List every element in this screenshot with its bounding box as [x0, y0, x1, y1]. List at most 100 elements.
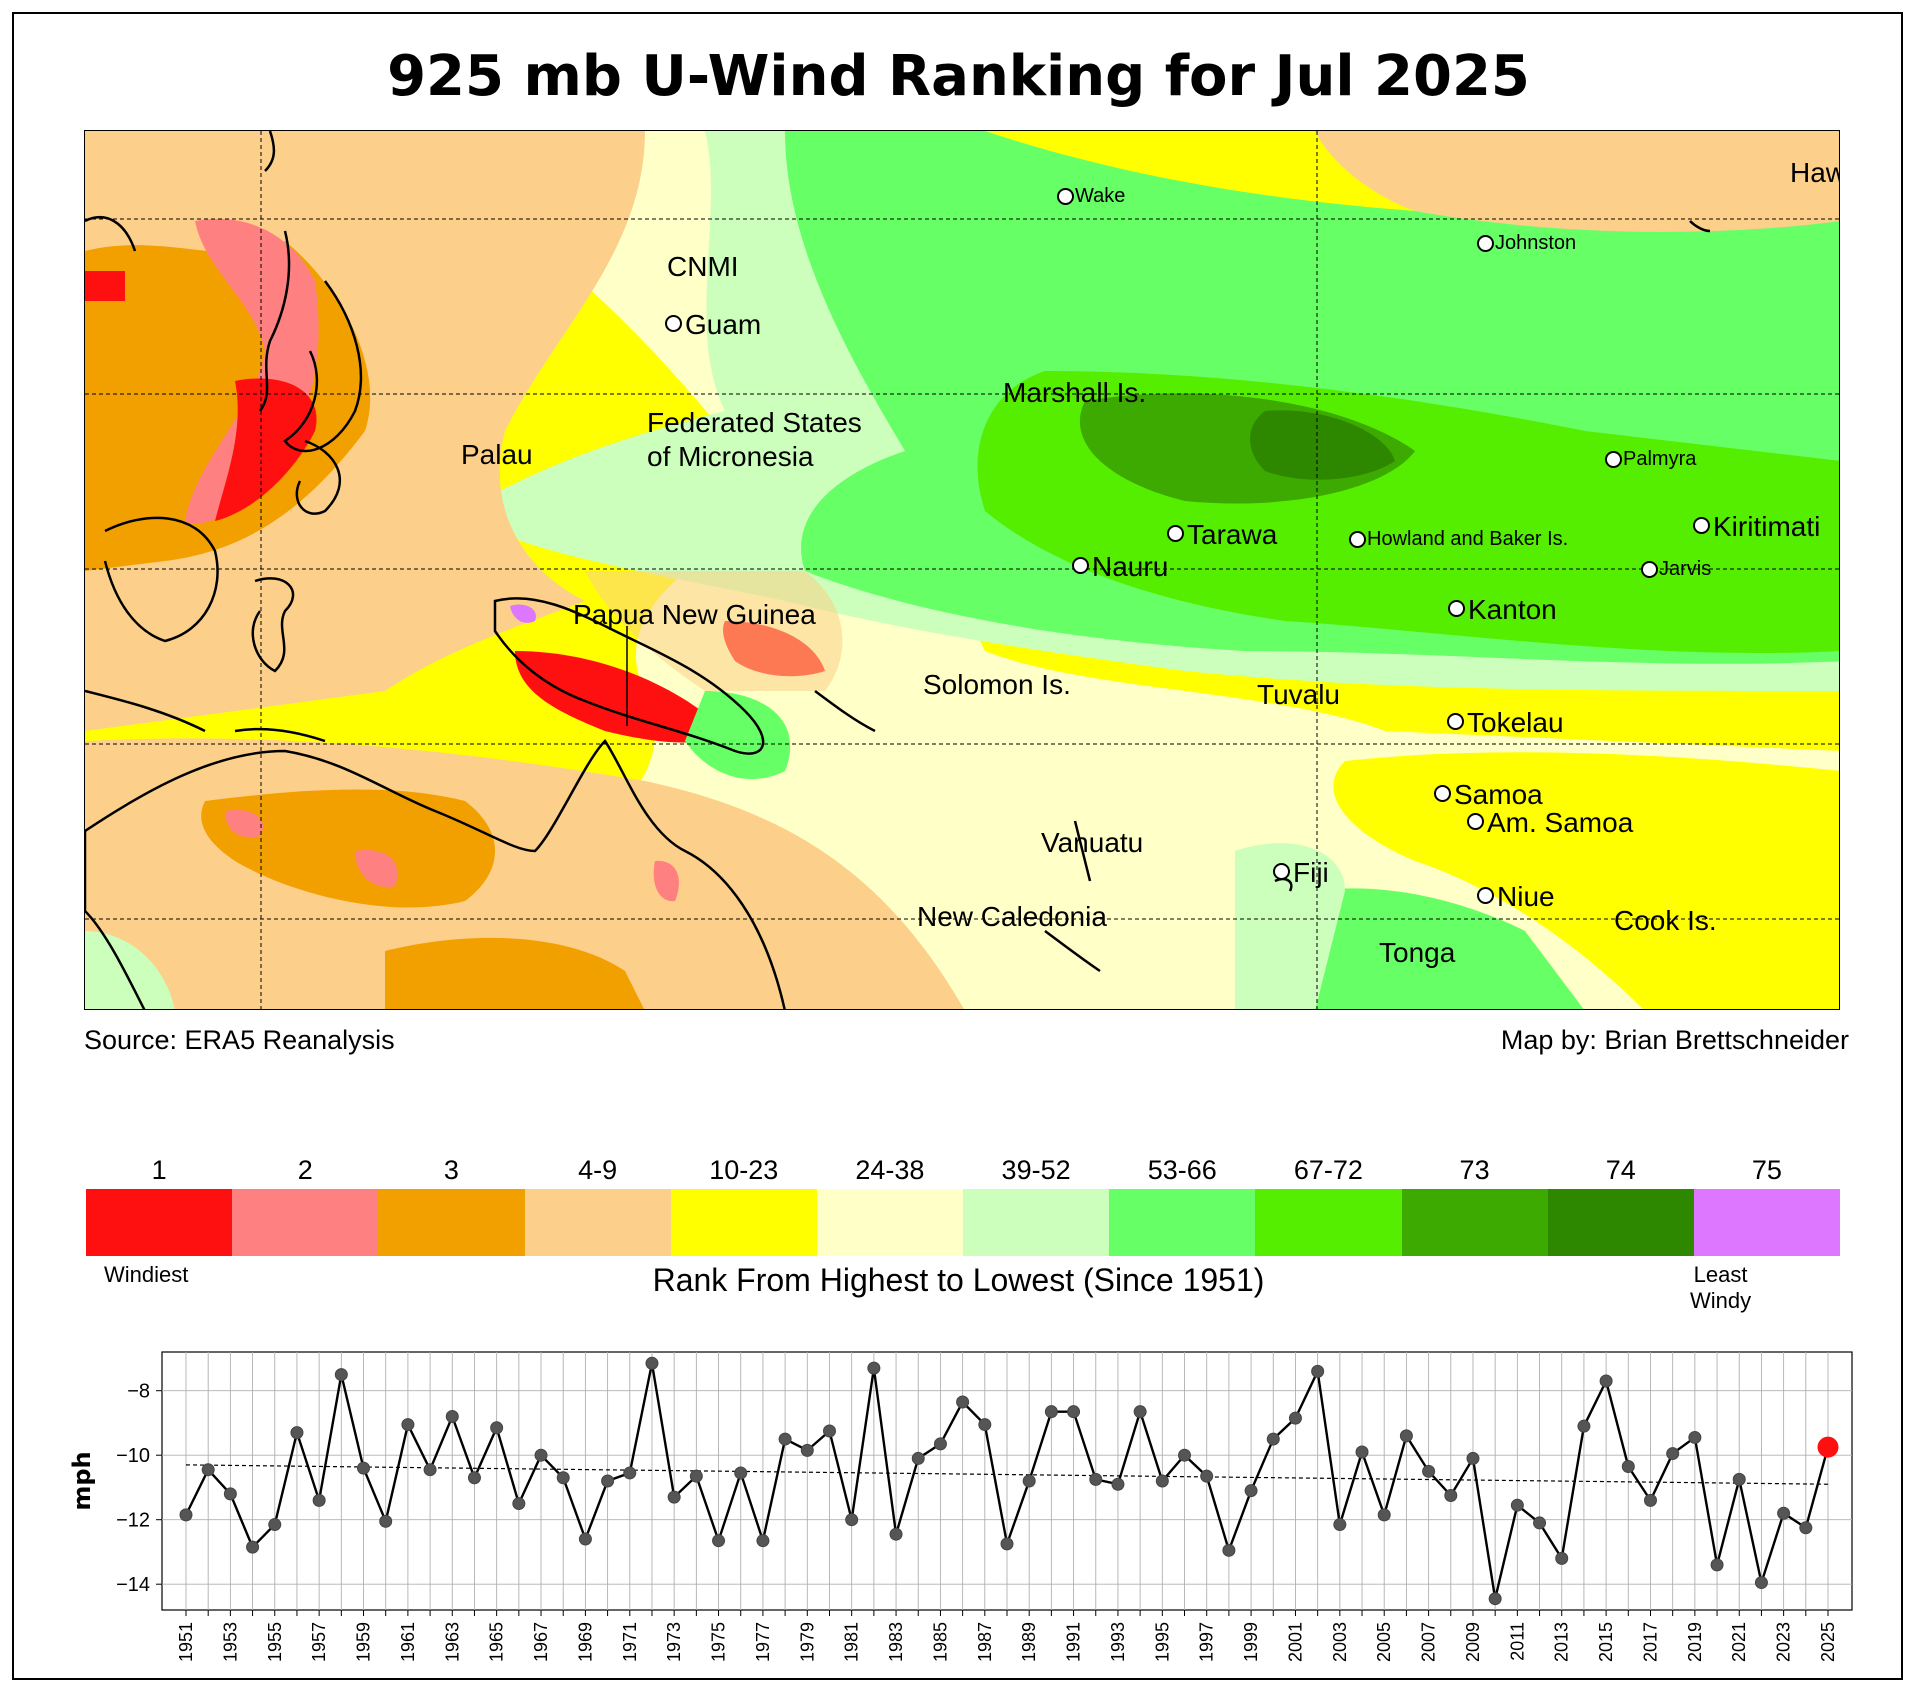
data-point — [689, 1469, 703, 1483]
data-point — [1200, 1469, 1214, 1483]
place-marker — [1167, 525, 1184, 542]
x-tick-label: 2023 — [1774, 1622, 1794, 1662]
place-marker — [1693, 517, 1710, 534]
legend-swatch — [232, 1189, 379, 1256]
data-point — [1222, 1543, 1236, 1557]
place-label: Tokelau — [1467, 707, 1564, 738]
place-label: Cook Is. — [1614, 905, 1717, 936]
place-marker — [1072, 557, 1089, 574]
region-rank-74 — [1250, 410, 1395, 480]
x-tick-label: 1995 — [1152, 1622, 1172, 1662]
data-point — [290, 1426, 304, 1440]
data-point — [1599, 1374, 1613, 1388]
data-point — [512, 1497, 526, 1511]
coast-taiwan — [264, 131, 276, 172]
data-point — [268, 1518, 282, 1532]
x-tick-label: 1951 — [176, 1622, 196, 1662]
data-point — [1311, 1364, 1325, 1378]
data-point — [1466, 1451, 1480, 1465]
x-tick-label: 1979 — [797, 1622, 817, 1662]
coast-philippines — [283, 280, 363, 453]
y-tick-label: −12 — [116, 1510, 150, 1532]
figure-frame — [12, 12, 1903, 1680]
data-point — [645, 1356, 659, 1370]
data-point — [467, 1471, 481, 1485]
legend-tick-label: 67-72 — [1293, 1155, 1363, 1185]
place-label: Niue — [1497, 881, 1555, 912]
place-label: Papua New Guinea — [573, 599, 816, 630]
data-point — [933, 1437, 947, 1451]
source-label: Source: ERA5 Reanalysis — [84, 1025, 395, 1055]
place-label: of Micronesia — [647, 441, 814, 472]
legend-tick-label: 24-38 — [855, 1155, 925, 1185]
data-point — [357, 1461, 371, 1475]
place-label: Am. Samoa — [1487, 807, 1634, 838]
legend-swatch — [670, 1189, 817, 1256]
data-point — [1333, 1518, 1347, 1532]
coastlines — [85, 131, 1711, 1009]
data-point — [734, 1466, 748, 1480]
data-point — [601, 1474, 615, 1488]
data-point — [401, 1418, 415, 1432]
coast-fiji — [1274, 877, 1293, 892]
region-rank-3-south — [385, 937, 644, 1009]
legend-colorbar — [86, 1189, 1841, 1256]
data-point — [1266, 1432, 1280, 1446]
rank-field — [85, 131, 1839, 1009]
data-point — [1444, 1489, 1458, 1503]
data-point — [1288, 1411, 1302, 1425]
data-point — [1422, 1464, 1436, 1478]
highlight-point — [1817, 1436, 1839, 1458]
data-point — [1510, 1498, 1524, 1512]
legend-swatch — [524, 1189, 671, 1256]
coast-borneo — [103, 516, 219, 643]
data-point — [201, 1463, 215, 1477]
legend-tick-label: 53-66 — [1147, 1155, 1217, 1185]
legend-tick-label: 2 — [297, 1155, 313, 1185]
x-tick-label: 2025 — [1818, 1622, 1838, 1662]
x-tick-label: 2003 — [1330, 1622, 1350, 1662]
place-marker — [1641, 561, 1658, 578]
place-label: Kanton — [1468, 594, 1557, 625]
data-point — [800, 1443, 814, 1457]
data-point — [1399, 1429, 1413, 1443]
x-tick-label: 2001 — [1285, 1622, 1305, 1662]
data-point — [667, 1490, 681, 1504]
region-rank-3-australia — [201, 789, 495, 908]
y-tick-label: −14 — [116, 1574, 150, 1596]
region-rank-4-9-hawaii — [1315, 131, 1839, 232]
legend-tick-label: 4-9 — [578, 1155, 618, 1185]
data-point — [911, 1451, 925, 1465]
place-label: Tarawa — [1187, 519, 1278, 550]
data-point — [756, 1534, 770, 1548]
data-point — [1777, 1506, 1791, 1520]
x-tick-label: 2017 — [1640, 1622, 1660, 1662]
coast-australia — [85, 739, 786, 1009]
x-tick-label: 1999 — [1241, 1622, 1261, 1662]
data-point — [1022, 1474, 1036, 1488]
place-label: Palmyra — [1623, 448, 1697, 470]
coast-asia — [85, 216, 137, 252]
legend-swatch — [1547, 1189, 1694, 1256]
legend-title: Rank From Highest to Lowest (Since 1951) — [652, 1262, 1265, 1298]
place-marker — [1448, 600, 1465, 617]
place-label: Palau — [461, 439, 533, 470]
legend-tick-label: 39-52 — [1001, 1155, 1071, 1185]
legend-tick-label: 10-23 — [709, 1155, 779, 1185]
y-tick-label: −10 — [116, 1445, 150, 1467]
x-tick-label: 1985 — [930, 1622, 950, 1662]
data-point — [1133, 1405, 1147, 1419]
x-tick-label: 2009 — [1463, 1622, 1483, 1662]
x-tick-label: 2013 — [1552, 1622, 1572, 1662]
place-label: Fiji — [1293, 857, 1329, 888]
credit-label: Map by: Brian Brettschneider — [1500, 1025, 1849, 1055]
place-label: Vanuatu — [1041, 827, 1144, 858]
x-tick-label: 1955 — [265, 1622, 285, 1662]
rank-map: Hawaii Wake Johnston CNMI Guam Marshall Is. Fe… — [84, 130, 1840, 1010]
region-rank-2-australia-2 — [355, 850, 398, 887]
region-rank-75-png — [510, 604, 536, 623]
x-tick-label: 2019 — [1685, 1622, 1705, 1662]
data-point — [1377, 1508, 1391, 1522]
x-tick-label: 1993 — [1108, 1622, 1128, 1662]
data-point — [1089, 1472, 1103, 1486]
